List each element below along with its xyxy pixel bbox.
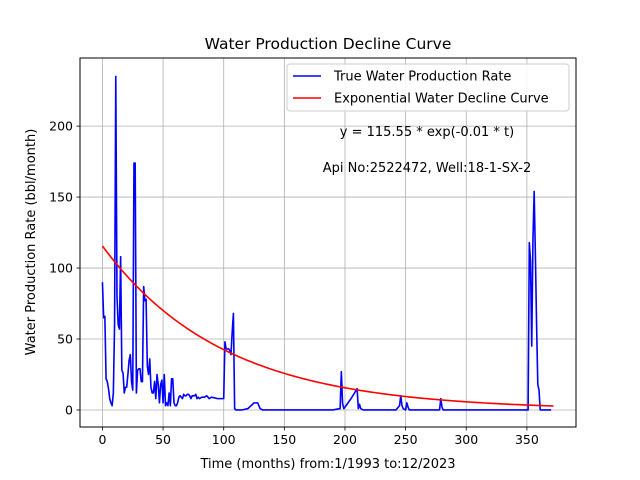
y-tick-label: 50 (57, 332, 73, 347)
legend: True Water Production Rate Exponential W… (286, 63, 570, 112)
y-tick-label: 100 (49, 261, 73, 276)
y-tick-label: 200 (49, 119, 73, 134)
legend-box (286, 63, 570, 112)
x-tick-label: 300 (454, 432, 478, 447)
plot-area (80, 58, 576, 427)
x-tick-label: 50 (155, 432, 171, 447)
chart-title: Water Production Decline Curve (205, 35, 452, 53)
x-tick-label: 250 (394, 432, 418, 447)
grid (80, 58, 576, 427)
equation-annotation: y = 115.55 * exp(-0.01 * t) (340, 125, 514, 140)
legend-label-true-rate: True Water Production Rate (333, 70, 511, 85)
y-axis-label: Water Production Rate (bbl/month) (24, 129, 39, 356)
legend-label-decline-curve: Exponential Water Decline Curve (334, 92, 549, 107)
ticks: 0 50 100 150 200 250 300 350 0 50 100 150 200 (49, 119, 539, 447)
well-annotation: Api No:2522472, Well:18-1-SX-2 (323, 161, 531, 176)
x-tick-label: 100 (212, 432, 236, 447)
exponential-decline-line (101, 245, 554, 407)
plot-frame (79, 57, 577, 428)
x-tick-label: 350 (515, 432, 539, 447)
x-axis-label: Time (months) from:1/1993 to:12/2023 (199, 457, 455, 472)
y-tick-label: 150 (49, 190, 73, 205)
y-tick-label: 0 (65, 402, 73, 417)
series-layer (101, 75, 554, 411)
true-water-rate-line (101, 75, 552, 411)
x-tick-label: 0 (98, 432, 106, 447)
x-tick-label: 150 (272, 432, 296, 447)
x-tick-label: 200 (333, 432, 357, 447)
